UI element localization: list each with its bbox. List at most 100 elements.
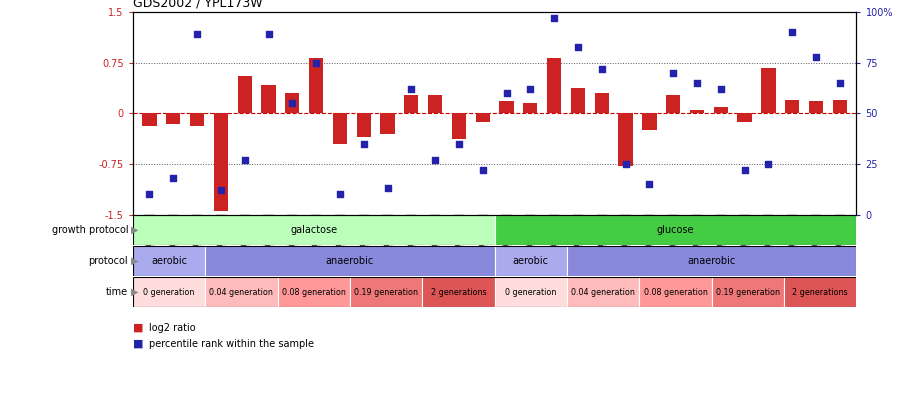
Bar [309,58,323,113]
Bar [833,100,847,113]
Point [666,70,681,76]
Point [380,185,395,192]
Text: ▶: ▶ [131,225,138,235]
Text: 0.04 generation: 0.04 generation [210,288,273,297]
Point [714,86,728,92]
Text: ■: ■ [133,339,143,349]
Point [285,100,300,107]
Bar [547,58,562,113]
Text: time: time [106,287,128,297]
Bar [495,277,567,307]
Bar [499,101,514,113]
Bar [475,113,490,121]
Point [428,157,442,163]
Bar [428,95,442,113]
Text: 0.08 generation: 0.08 generation [644,288,707,297]
Point [523,86,538,92]
Text: protocol: protocol [89,256,128,266]
Point [690,80,704,86]
Bar [356,113,371,137]
Text: glucose: glucose [657,225,694,235]
Bar [594,93,609,113]
Bar [495,215,856,245]
Bar [567,246,856,276]
Text: aerobic: aerobic [513,256,549,266]
Point [190,31,204,38]
Bar [285,93,300,113]
Bar [666,94,681,113]
Text: 0.19 generation: 0.19 generation [716,288,780,297]
Bar [784,277,856,307]
Point [333,191,347,198]
Text: 0.08 generation: 0.08 generation [282,288,345,297]
Bar [166,113,180,124]
Bar [404,95,419,113]
Text: percentile rank within the sample: percentile rank within the sample [149,339,314,349]
Text: ▶: ▶ [131,256,138,266]
Bar [642,113,657,130]
Point [761,161,776,167]
Bar [380,113,395,134]
Bar [190,113,204,126]
Bar [133,215,495,245]
Bar [333,113,347,144]
Point [618,161,633,167]
Point [833,80,847,86]
Bar [523,103,538,113]
Bar [452,113,466,139]
Point [499,90,514,96]
Bar [618,113,633,166]
Text: ▶: ▶ [131,287,138,297]
Bar [712,277,784,307]
Bar [495,246,567,276]
Point [237,157,252,163]
Point [642,181,657,188]
Bar [133,246,205,276]
Text: 0 generation: 0 generation [505,288,557,297]
Point [309,60,323,66]
Text: 2 generations: 2 generations [431,288,486,297]
Point [594,66,609,72]
Bar [761,68,776,113]
Bar [571,88,585,113]
Bar [785,100,800,113]
Bar [690,110,704,113]
Point [261,31,276,38]
Bar [567,277,639,307]
Point [356,141,371,147]
Point [142,191,157,198]
Text: anaerobic: anaerobic [688,256,736,266]
Bar [350,277,422,307]
Point [547,15,562,21]
Bar [278,277,350,307]
Bar [133,277,205,307]
Bar [737,113,752,121]
Point [571,43,585,50]
Bar [213,113,228,211]
Bar [142,113,157,126]
Text: 0.04 generation: 0.04 generation [572,288,635,297]
Text: 0.19 generation: 0.19 generation [354,288,418,297]
Text: 2 generations: 2 generations [792,288,848,297]
Bar [809,101,823,113]
Bar [639,277,712,307]
Bar [422,277,495,307]
Point [737,167,752,173]
Point [166,175,180,181]
Bar [237,76,252,113]
Bar [205,277,278,307]
Point [404,86,419,92]
Text: growth protocol: growth protocol [51,225,128,235]
Bar [205,246,495,276]
Point [809,53,823,60]
Text: galactose: galactose [290,225,337,235]
Point [452,141,466,147]
Point [475,167,490,173]
Point [213,187,228,194]
Text: 0 generation: 0 generation [143,288,195,297]
Text: log2 ratio: log2 ratio [149,323,196,333]
Text: aerobic: aerobic [151,256,187,266]
Text: anaerobic: anaerobic [326,256,374,266]
Bar [261,85,276,113]
Text: GDS2002 / YPL173W: GDS2002 / YPL173W [133,0,263,10]
